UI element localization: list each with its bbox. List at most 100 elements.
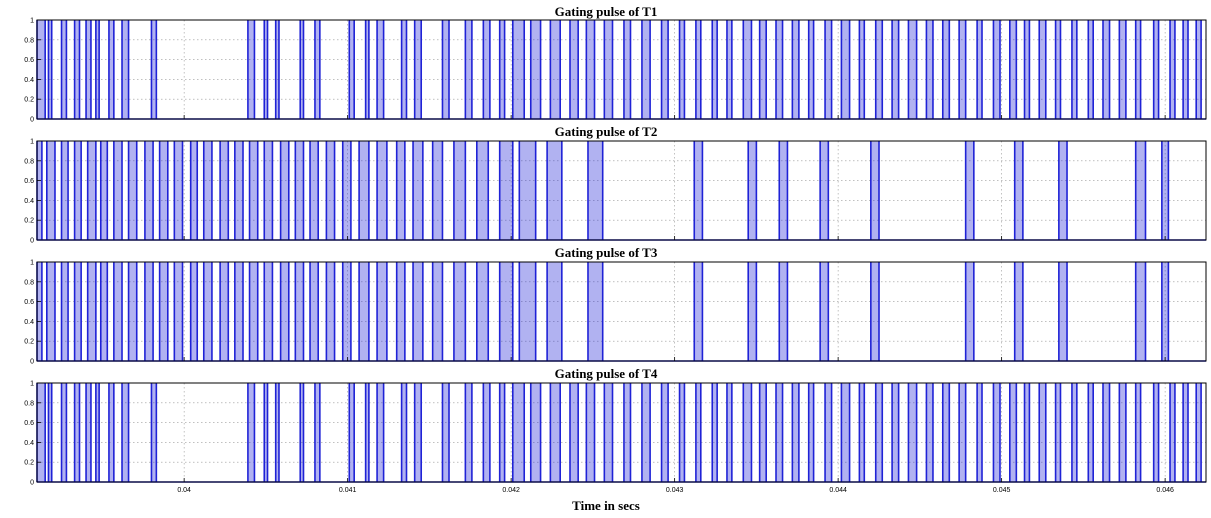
pulse-band <box>100 262 108 361</box>
pulse-band <box>300 20 304 119</box>
y-tick-label: 0.4 <box>24 440 34 447</box>
pulse-band <box>586 383 595 482</box>
x-tick-label: 0.045 <box>993 487 1011 494</box>
pulse-band <box>776 20 783 119</box>
y-tick-label: 1 <box>30 260 34 267</box>
pulse-band <box>547 141 562 240</box>
pulse-band <box>661 383 669 482</box>
y-tick-label: 0.4 <box>24 77 34 84</box>
pulse-band <box>726 20 732 119</box>
pulse-band <box>695 20 701 119</box>
x-tick-label: 0.041 <box>339 487 357 494</box>
y-tick-label: 0.2 <box>24 460 34 467</box>
pulse-band <box>808 383 814 482</box>
plot-area <box>37 383 1206 482</box>
pulse-band <box>483 20 490 119</box>
pulse-band <box>1024 20 1030 119</box>
pulse-band <box>413 262 423 361</box>
y-tick-label: 0.2 <box>24 339 34 346</box>
pulse-band <box>623 20 631 119</box>
pulse-band <box>1071 383 1077 482</box>
pulse-band <box>530 383 541 482</box>
pulse-band <box>908 383 917 482</box>
pulse-band <box>314 383 320 482</box>
pulse-band <box>483 383 490 482</box>
pulse-band <box>679 383 685 482</box>
y-tick-label: 1 <box>30 139 34 146</box>
pulse-band <box>547 262 562 361</box>
pulse-band <box>1196 20 1202 119</box>
pulse-band <box>779 141 788 240</box>
pulse-band <box>190 262 198 361</box>
pulse-band <box>108 383 114 482</box>
pulse-band <box>743 383 752 482</box>
pulse-band <box>249 262 258 361</box>
pulse-band <box>512 383 525 482</box>
pulse-band <box>712 20 718 119</box>
subplot-t1: Gating pulse of T1 0 0.2 0.4 0.6 0.8 1 <box>24 4 1207 124</box>
pulse-band <box>530 20 541 119</box>
axes-frame <box>36 19 1207 120</box>
pulse-band <box>326 262 335 361</box>
pulse-band <box>264 141 273 240</box>
pulse-band <box>1088 383 1094 482</box>
pulse-band <box>61 383 67 482</box>
pulse-band <box>365 383 369 482</box>
plot-area <box>37 262 1206 361</box>
pulse-band <box>220 141 229 240</box>
subplot-t2: Gating pulse of T2 0 0.2 0.4 0.6 0.8 1 <box>24 124 1207 245</box>
pulse-band <box>1009 20 1017 119</box>
pulse-band <box>825 383 832 482</box>
subplot-t3: Gating pulse of T3 0 0.2 0.4 0.6 0.8 1 <box>24 245 1207 366</box>
pulse-band <box>841 383 850 482</box>
pulse-band <box>151 20 157 119</box>
pulse-band <box>314 20 320 119</box>
pulse-band <box>1153 383 1159 482</box>
pulse-band <box>46 262 55 361</box>
pulse-band <box>1014 262 1023 361</box>
pulse-band <box>499 262 513 361</box>
pulse-band <box>37 141 42 240</box>
pulse-band <box>86 20 91 119</box>
pulse-band <box>870 262 880 361</box>
axes-frame <box>36 140 1207 241</box>
pulse-band <box>465 383 472 482</box>
y-tick-label: 0.6 <box>24 178 34 185</box>
pulse-band <box>1170 383 1175 482</box>
x-tick-label: 0.044 <box>829 487 847 494</box>
y-tick-label: 0.6 <box>24 299 34 306</box>
pulse-band <box>942 383 950 482</box>
y-tick-label: 0 <box>30 359 34 366</box>
pulse-band <box>859 383 865 482</box>
pulse-band <box>820 141 829 240</box>
pulse-band <box>396 262 405 361</box>
pulse-band <box>37 383 46 482</box>
pulse-band <box>870 141 880 240</box>
x-tick-label: 0.043 <box>666 487 684 494</box>
pulse-band <box>569 20 579 119</box>
pulse-band <box>401 20 407 119</box>
pulse-band <box>779 262 788 361</box>
pulse-band <box>694 141 703 240</box>
pulse-band <box>234 141 244 240</box>
plot-area <box>37 141 1206 240</box>
pulse-band <box>926 20 933 119</box>
pulse-band <box>1135 383 1141 482</box>
pulse-band <box>108 20 114 119</box>
pulse-band <box>604 20 613 119</box>
pulse-band <box>1039 20 1046 119</box>
pulse-band <box>95 20 100 119</box>
x-tick-label: 0.04 <box>177 487 191 494</box>
pulse-band <box>959 20 966 119</box>
pulse-band <box>95 383 100 482</box>
y-tick-label: 0.2 <box>24 218 34 225</box>
pulse-band <box>519 262 536 361</box>
pulse-band <box>476 262 489 361</box>
subplot-title: Gating pulse of T4 <box>555 366 658 381</box>
pulse-band <box>1135 20 1141 119</box>
pulse-band <box>1009 383 1017 482</box>
pulse-band <box>892 20 899 119</box>
pulse-band <box>875 383 883 482</box>
pulse-band <box>377 262 387 361</box>
